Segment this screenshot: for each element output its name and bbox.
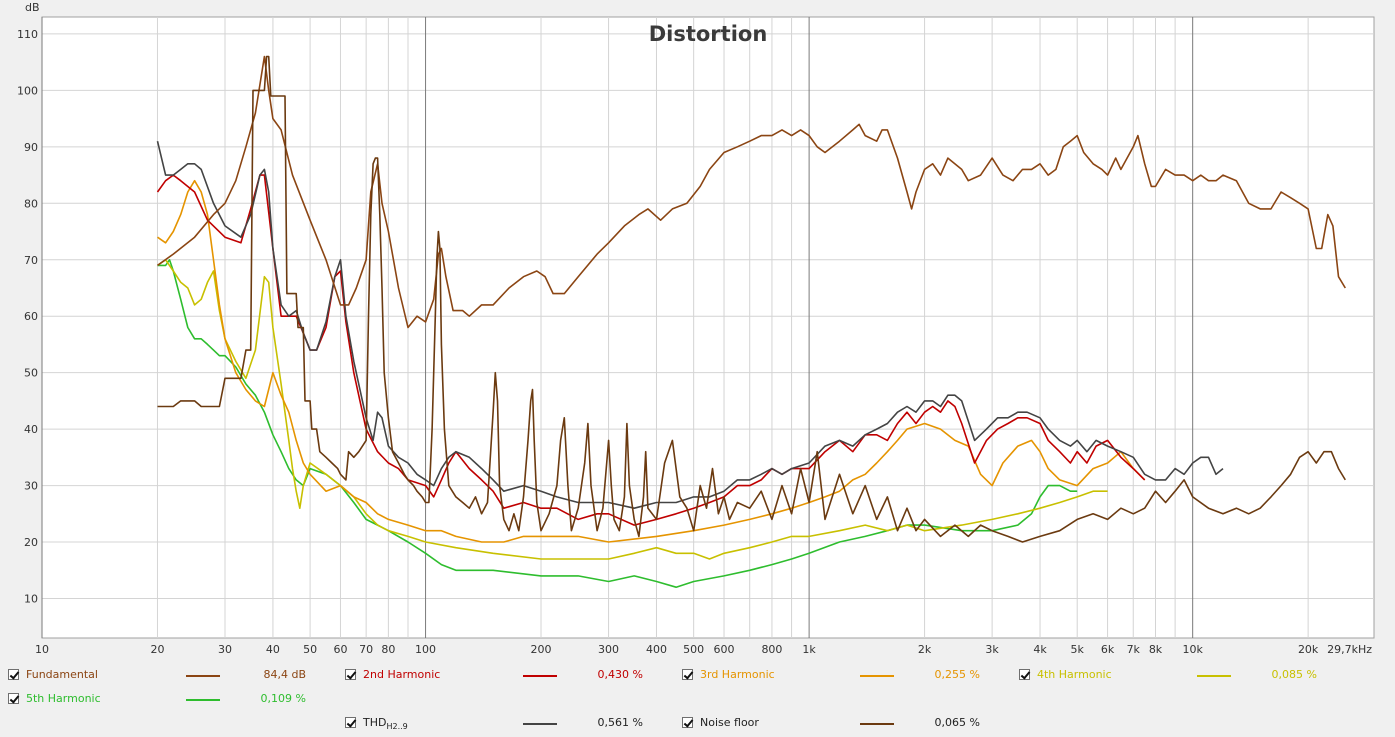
y-tick-label: 10 xyxy=(24,592,38,605)
legend-value: 0,430 % xyxy=(597,668,643,681)
x-tick-label: 6k xyxy=(1101,643,1115,656)
x-tick-label: 800 xyxy=(761,643,782,656)
y-tick-label: 90 xyxy=(24,141,38,154)
legend-value: 0,561 % xyxy=(597,716,643,729)
checkbox-fundamental[interactable] xyxy=(8,669,19,680)
x-tick-label: 29,7kHz xyxy=(1327,643,1372,656)
x-tick-label: 500 xyxy=(683,643,704,656)
x-tick-label: 80 xyxy=(381,643,395,656)
legend-item-noise-floor: Noise floor 0,065 % xyxy=(682,716,1012,734)
x-tick-label: 5k xyxy=(1071,643,1085,656)
y-tick-label: 30 xyxy=(24,480,38,493)
x-tick-label: 3k xyxy=(985,643,999,656)
x-tick-label: 100 xyxy=(415,643,436,656)
legend-value: 84,4 dB xyxy=(263,668,306,681)
y-tick-label: 110 xyxy=(17,28,38,41)
x-tick-label: 4k xyxy=(1033,643,1047,656)
series-line-3rd-harmonic xyxy=(157,179,1146,543)
series-line-noise-floor xyxy=(157,55,1346,543)
y-axis-label: dB xyxy=(25,1,40,14)
checkbox-thd[interactable] xyxy=(345,717,356,728)
y-axis-ticks: 10 20 30 40 50 60 70 80 90 100 110 xyxy=(17,28,38,606)
x-axis-ticks: 10 20 30 40 50 60 70 80 100 200 300 400 500 600 800 1k 2… xyxy=(35,643,1372,656)
chart-title: Distortion xyxy=(649,22,768,46)
legend-label-subscript: H2..9 xyxy=(386,722,408,731)
legend-swatch xyxy=(860,675,894,677)
legend-label: Fundamental xyxy=(26,668,98,681)
x-tick-label: 40 xyxy=(266,643,280,656)
series-line-5th-harmonic xyxy=(157,259,1078,588)
y-tick-label: 20 xyxy=(24,536,38,549)
distortion-chart: 10 20 30 40 50 60 70 80 90 100 110 10 20 30 40 50 60 70 8… xyxy=(17,1,1375,656)
y-tick-label: 100 xyxy=(17,84,38,97)
legend-label: Noise floor xyxy=(700,716,759,729)
x-tick-label: 1k xyxy=(802,643,816,656)
series-layer xyxy=(156,55,1346,588)
series-line-thd xyxy=(156,141,1224,509)
legend-label: 2nd Harmonic xyxy=(363,668,441,681)
legend-item-4th-harmonic: 4th Harmonic 0,085 % xyxy=(1019,668,1349,686)
y-tick-label: 60 xyxy=(24,310,38,323)
legend-value: 0,109 % xyxy=(260,692,306,705)
y-tick-label: 50 xyxy=(24,367,38,380)
x-tick-label: 20k xyxy=(1298,643,1319,656)
legend-label: 3rd Harmonic xyxy=(700,668,775,681)
x-tick-label: 30 xyxy=(218,643,232,656)
legend-item-5th-harmonic: 5th Harmonic 0,109 % xyxy=(8,692,338,710)
legend-label: 5th Harmonic xyxy=(26,692,101,705)
checkbox-2nd-harmonic[interactable] xyxy=(345,669,356,680)
legend-label: THDH2..9 xyxy=(363,716,408,731)
grid-lines xyxy=(41,17,1374,638)
x-tick-label: 400 xyxy=(646,643,667,656)
legend-item-thd: THDH2..9 0,561 % xyxy=(345,716,675,734)
x-tick-label: 10k xyxy=(1182,643,1203,656)
x-tick-label: 70 xyxy=(359,643,373,656)
checkbox-noise-floor[interactable] xyxy=(682,717,693,728)
legend-swatch xyxy=(1197,675,1231,677)
series-line-2nd-harmonic xyxy=(156,174,1146,526)
legend-item-fundamental: Fundamental 84,4 dB xyxy=(8,668,338,686)
legend-value: 0,065 % xyxy=(934,716,980,729)
legend-label: 4th Harmonic xyxy=(1037,668,1112,681)
checkbox-5th-harmonic[interactable] xyxy=(8,693,19,704)
x-tick-label: 7k xyxy=(1127,643,1141,656)
x-tick-label: 10 xyxy=(35,643,49,656)
x-tick-label: 200 xyxy=(531,643,552,656)
x-tick-label: 8k xyxy=(1149,643,1163,656)
legend-swatch xyxy=(186,699,220,701)
plot-background xyxy=(41,16,1375,639)
y-tick-label: 40 xyxy=(24,423,38,436)
x-tick-label: 600 xyxy=(714,643,735,656)
x-tick-label: 60 xyxy=(333,643,347,656)
y-tick-label: 80 xyxy=(24,197,38,210)
legend-swatch xyxy=(186,675,220,677)
legend-item-3rd-harmonic: 3rd Harmonic 0,255 % xyxy=(682,668,1012,686)
checkbox-4th-harmonic[interactable] xyxy=(1019,669,1030,680)
x-tick-label: 20 xyxy=(150,643,164,656)
checkbox-3rd-harmonic[interactable] xyxy=(682,669,693,680)
x-tick-label: 2k xyxy=(918,643,932,656)
y-tick-label: 70 xyxy=(24,254,38,267)
legend-swatch xyxy=(523,675,557,677)
legend-swatch xyxy=(523,723,557,725)
legend-swatch xyxy=(860,723,894,725)
x-tick-label: 50 xyxy=(303,643,317,656)
legend-item-2nd-harmonic: 2nd Harmonic 0,430 % xyxy=(345,668,675,686)
legend-value: 0,085 % xyxy=(1271,668,1317,681)
legend-value: 0,255 % xyxy=(934,668,980,681)
x-tick-label: 300 xyxy=(598,643,619,656)
